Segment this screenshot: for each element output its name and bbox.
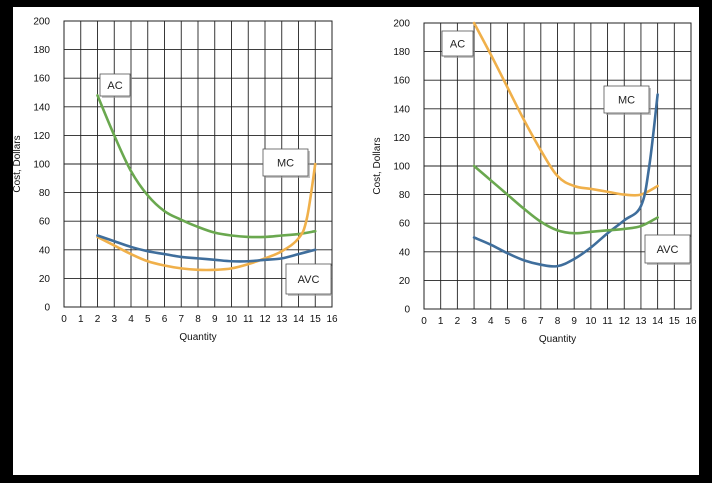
x-tick-label: 2: [95, 314, 101, 325]
x-tick-label: 8: [555, 316, 561, 327]
label-box: [644, 234, 691, 264]
x-tick-label: 14: [293, 314, 305, 325]
x-tick-label: 6: [162, 314, 168, 325]
y-tick-label: 80: [39, 188, 51, 199]
x-tick-label: 9: [571, 316, 577, 327]
curve-label-avc: AVC: [644, 234, 692, 265]
y-tick-label: 20: [399, 276, 411, 287]
series-line-mc: [96, 162, 317, 272]
y-tick-label: 160: [33, 74, 50, 85]
x-tick-label: 12: [619, 316, 631, 327]
y-tick-label: 60: [39, 217, 51, 228]
x-tick-label: 5: [505, 316, 511, 327]
y-tick-label: 100: [393, 162, 410, 173]
label-box: [603, 85, 650, 114]
y-tick-label: 0: [404, 305, 410, 316]
y-tick-label: 120: [393, 133, 410, 144]
series-line-avc: [96, 234, 317, 263]
y-axis-title: Cost, Dollars: [372, 137, 383, 194]
y-tick-label: 140: [33, 102, 50, 113]
figure-frame: 0 1 2 3 4 5 6 7 8 9 10 11 12 13 14 15 16 0 20 40 60 80 100 120 1…: [13, 7, 699, 475]
x-tick-label: 14: [652, 316, 664, 327]
label-text: AVC: [657, 244, 679, 256]
curve-label-ac: AC: [99, 73, 132, 98]
label-box: [441, 30, 474, 57]
y-tick-label: 80: [399, 190, 411, 201]
x-tick-label: 15: [669, 316, 681, 327]
y-axis-title: Cost, Dollars: [13, 135, 23, 192]
label-text: MC: [618, 95, 635, 107]
label-text: AC: [450, 39, 465, 51]
curve-label-mc: MC: [262, 148, 310, 178]
label-text: MC: [277, 158, 294, 170]
x-tick-label: 10: [226, 314, 238, 325]
series-line-mc: [472, 93, 659, 268]
x-tick-label: 11: [243, 314, 254, 325]
x-tick-label: 3: [111, 314, 117, 325]
x-tick-label: 6: [521, 316, 527, 327]
x-axis-title: Quantity: [179, 332, 216, 343]
x-tick-label: 0: [61, 314, 67, 325]
x-tick-label: 0: [421, 316, 427, 327]
y-tick-label: 120: [33, 131, 50, 142]
label-box: [285, 263, 332, 295]
x-tick-label: 1: [438, 316, 444, 327]
x-tick-label: 9: [212, 314, 218, 325]
y-tick-label: 40: [399, 247, 411, 258]
x-tick-label: 15: [310, 314, 322, 325]
x-axis-title: Quantity: [539, 334, 576, 345]
label-text: AC: [107, 80, 122, 92]
cost-curves-figure: 0 1 2 3 4 5 6 7 8 9 10 11 12 13 14 15 160204060801001201…: [13, 17, 697, 346]
series-line-ac: [96, 94, 317, 239]
series-line-ac: [472, 21, 659, 197]
y-tick-label: 180: [33, 45, 50, 56]
curve-label-avc: AVC: [285, 263, 333, 296]
y-tick-label: 100: [33, 160, 50, 171]
x-tick-label: 2: [455, 316, 461, 327]
x-tick-label: 12: [259, 314, 271, 325]
x-tick-label: 16: [326, 314, 338, 325]
y-tick-label: 40: [39, 245, 51, 256]
chart-1: 0 1 2 3 4 5 6 7 8 9 10 11 12 13 14 15 160204060801001201…: [13, 17, 338, 344]
x-tick-label: 7: [538, 316, 544, 327]
y-tick-label: 180: [393, 47, 410, 58]
y-tick-label: 0: [44, 303, 50, 314]
x-tick-label: 4: [128, 314, 134, 325]
x-tick-label: 8: [195, 314, 201, 325]
label-box: [99, 73, 131, 97]
series-line-avc: [472, 164, 659, 235]
y-tick-label: 200: [33, 17, 50, 28]
y-tick-label: 60: [399, 219, 411, 230]
curve-label-ac: AC: [441, 30, 475, 58]
curve-label-mc: MC: [603, 85, 651, 115]
x-tick-label: 11: [602, 316, 613, 327]
x-tick-label: 1: [78, 314, 84, 325]
x-tick-label: 7: [178, 314, 184, 325]
x-tick-label: 3: [471, 316, 477, 327]
label-text: AVC: [298, 274, 320, 286]
chart-2: 0 1 2 3 4 5 6 7 8 9 10 11 12 13 14 15 160204060801001201…: [372, 19, 697, 346]
x-tick-label: 10: [585, 316, 597, 327]
y-tick-label: 160: [393, 76, 410, 87]
x-tick-label: 16: [685, 316, 697, 327]
x-tick-label: 5: [145, 314, 151, 325]
label-box: [262, 148, 309, 177]
y-tick-label: 20: [39, 274, 51, 285]
x-tick-label: 4: [488, 316, 494, 327]
y-tick-label: 200: [393, 19, 410, 30]
y-tick-label: 140: [393, 104, 410, 115]
x-tick-label: 13: [635, 316, 647, 327]
x-tick-label: 13: [276, 314, 288, 325]
